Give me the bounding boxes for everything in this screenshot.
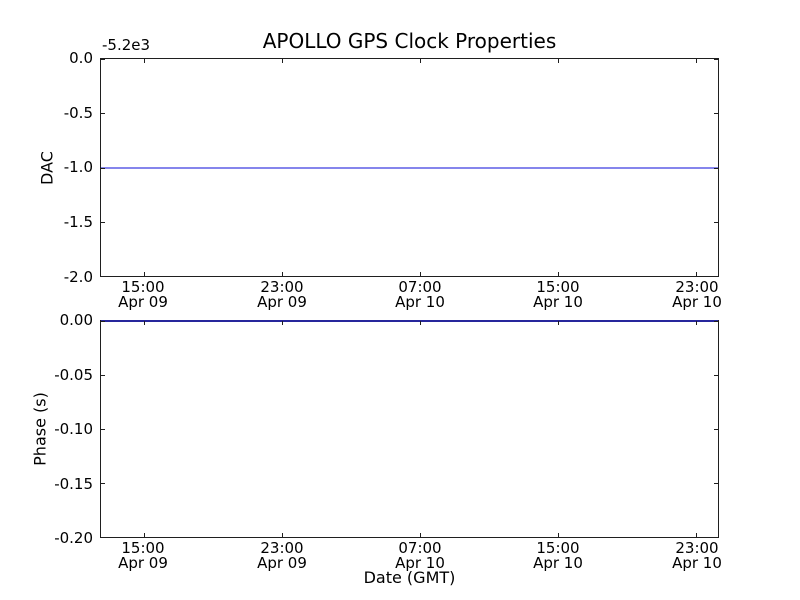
tick-mark	[282, 59, 284, 63]
top-plot-area	[100, 58, 719, 277]
tick-mark	[557, 321, 559, 325]
x-tick-label: 23:00 Apr 09	[237, 280, 327, 310]
x-tick-date: Apr 10	[533, 293, 583, 311]
x-tick-label: 07:00 Apr 10	[375, 280, 465, 310]
tick-mark	[714, 375, 718, 376]
tick-mark	[143, 272, 145, 276]
tick-mark	[557, 272, 559, 276]
y-tick-label: -1.0	[63, 158, 93, 176]
x-tick-date: Apr 09	[118, 293, 168, 311]
x-tick-time: 07:00	[398, 278, 442, 296]
tick-mark	[696, 59, 698, 63]
phase-series-line	[101, 320, 718, 322]
tick-mark	[714, 221, 718, 223]
tick-mark	[282, 272, 284, 276]
tick-mark	[696, 533, 698, 537]
bottom-y-axis-label: Phase (s)	[30, 392, 50, 466]
x-tick-label: 15:00 Apr 09	[98, 541, 188, 571]
tick-mark	[714, 59, 718, 60]
tick-mark	[419, 59, 421, 63]
tick-mark	[101, 537, 105, 538]
x-tick-date: Apr 10	[395, 293, 445, 311]
x-tick-label: 23:00 Apr 09	[237, 541, 327, 571]
y-axis-offset-text: -5.2e3	[102, 36, 151, 54]
x-tick-time: 07:00	[398, 539, 442, 557]
tick-mark	[101, 167, 105, 169]
tick-mark	[101, 221, 105, 223]
x-tick-label: 15:00 Apr 10	[513, 280, 603, 310]
x-tick-date: Apr 09	[257, 554, 307, 572]
tick-mark	[557, 59, 559, 63]
tick-mark	[714, 321, 718, 322]
tick-mark	[714, 276, 718, 277]
x-tick-label: 07:00 Apr 10	[375, 541, 465, 571]
x-tick-date: Apr 09	[257, 293, 307, 311]
y-tick-label: -0.5	[63, 104, 93, 122]
tick-mark	[714, 429, 718, 430]
x-axis-label: Date (GMT)	[363, 568, 456, 587]
tick-mark	[101, 375, 105, 376]
tick-mark	[282, 533, 284, 537]
tick-mark	[696, 272, 698, 276]
y-tick-label: 0.0	[69, 49, 93, 67]
tick-mark	[714, 113, 718, 115]
tick-mark	[419, 272, 421, 276]
x-tick-time: 15:00	[536, 278, 580, 296]
tick-mark	[101, 113, 105, 115]
tick-mark	[101, 429, 105, 430]
chart-title: APOLLO GPS Clock Properties	[262, 29, 557, 53]
x-tick-date: Apr 10	[395, 554, 445, 572]
dac-series-line	[101, 167, 718, 169]
x-tick-label: 23:00 Apr 10	[652, 280, 742, 310]
y-tick-label: -2.0	[63, 268, 93, 286]
x-tick-date: Apr 10	[533, 554, 583, 572]
y-tick-label: -0.20	[54, 529, 93, 547]
x-tick-time: 23:00	[260, 278, 304, 296]
x-tick-time: 15:00	[536, 539, 580, 557]
tick-mark	[282, 321, 284, 325]
tick-mark	[143, 533, 145, 537]
bottom-plot-area	[100, 320, 719, 538]
tick-mark	[557, 533, 559, 537]
tick-mark	[143, 59, 145, 63]
tick-mark	[696, 321, 698, 325]
tick-mark	[101, 321, 105, 322]
x-tick-time: 15:00	[121, 539, 165, 557]
x-tick-time: 15:00	[121, 278, 165, 296]
tick-mark	[101, 483, 105, 484]
tick-mark	[143, 321, 145, 325]
tick-mark	[419, 533, 421, 537]
tick-mark	[101, 59, 105, 60]
x-tick-date: Apr 10	[672, 293, 722, 311]
tick-mark	[101, 276, 105, 277]
x-tick-date: Apr 09	[118, 554, 168, 572]
tick-mark	[714, 483, 718, 484]
x-tick-date: Apr 10	[672, 554, 722, 572]
tick-mark	[714, 167, 718, 169]
x-tick-label: 15:00 Apr 09	[98, 280, 188, 310]
x-tick-time: 23:00	[260, 539, 304, 557]
y-tick-label: -0.10	[54, 420, 93, 438]
x-tick-label: 15:00 Apr 10	[513, 541, 603, 571]
y-tick-label: -0.15	[54, 475, 93, 493]
y-tick-label: 0.00	[59, 311, 93, 329]
x-tick-time: 23:00	[675, 278, 719, 296]
tick-mark	[714, 537, 718, 538]
top-y-axis-label: DAC	[37, 151, 57, 185]
y-tick-label: -0.05	[54, 366, 93, 384]
x-tick-time: 23:00	[675, 539, 719, 557]
x-tick-label: 23:00 Apr 10	[652, 541, 742, 571]
y-tick-label: -1.5	[63, 213, 93, 231]
tick-mark	[419, 321, 421, 325]
